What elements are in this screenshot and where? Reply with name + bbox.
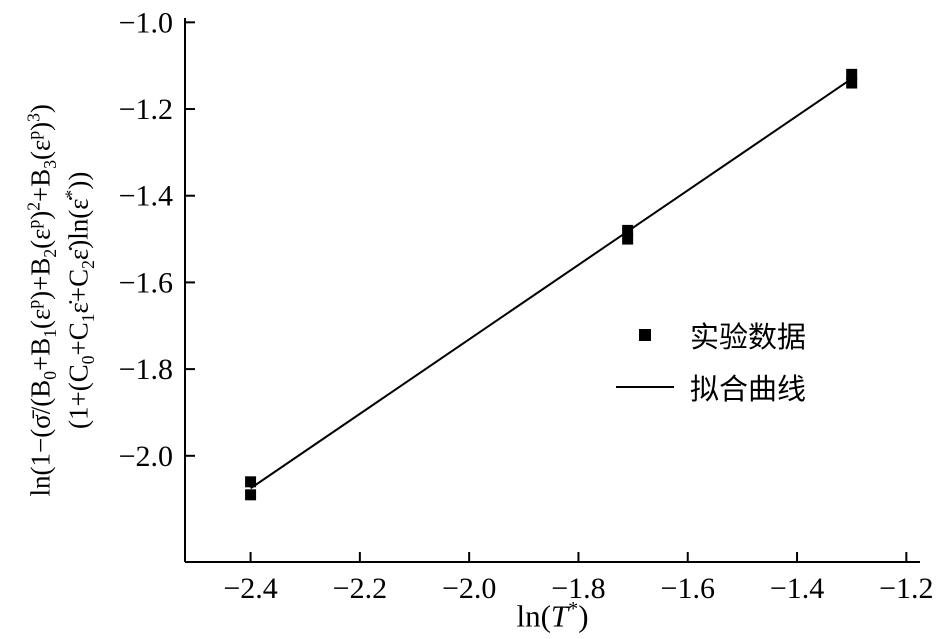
x-axis-label: ln(T*) xyxy=(185,598,920,634)
data-point-marker xyxy=(622,224,634,236)
legend-symbol-marker xyxy=(612,329,678,341)
legend-item-experimental-data: 实验数据 xyxy=(612,316,806,354)
x-tick-label: −2.2 xyxy=(333,572,387,605)
x-tick-label: −2.4 xyxy=(223,572,277,605)
legend-symbol-line xyxy=(612,386,678,388)
x-tick-label: −1.8 xyxy=(551,572,605,605)
x-tick-label: −2.0 xyxy=(442,572,496,605)
y-axis-label: ln(1−(σ̄/(B0+B1(εp)+B2(εp)2+B3(εp)3) (1+… xyxy=(24,0,101,610)
y-axis-label-line1: ln(1−(σ̄/(B0+B1(εp)+B2(εp)2+B3(εp)3) xyxy=(23,104,61,497)
fit-line xyxy=(250,77,853,490)
data-point-marker xyxy=(622,233,634,245)
legend-item-fit-curve: 拟合曲线 xyxy=(612,368,806,406)
x-tick-label: −1.4 xyxy=(770,572,824,605)
x-tick-label: −1.6 xyxy=(661,572,715,605)
data-point-marker xyxy=(245,489,257,501)
x-axis-label-var: T xyxy=(550,598,569,634)
x-axis-label-sup: * xyxy=(568,598,579,620)
data-point-marker xyxy=(846,77,858,89)
y-tick-label: −1.4 xyxy=(119,180,173,213)
y-axis-label-line2: (1+(C0+C1ε̇+C2ε̇)ln(ε̇*)) xyxy=(62,171,99,429)
y-tick-label: −2.0 xyxy=(119,440,173,473)
y-tick-label: −1.6 xyxy=(119,266,173,299)
data-point-marker xyxy=(245,476,257,488)
y-tick-label: −1.8 xyxy=(119,353,173,386)
y-tick-label: −1.0 xyxy=(119,6,173,39)
x-axis-label-post: ) xyxy=(578,598,589,634)
square-marker-icon xyxy=(639,329,651,341)
legend-label-fit-curve: 拟合曲线 xyxy=(690,372,807,406)
line-icon xyxy=(616,386,674,388)
y-tick-label: −1.2 xyxy=(119,93,173,126)
legend: 实验数据 拟合曲线 xyxy=(612,316,806,406)
legend-label-experimental-data: 实验数据 xyxy=(690,320,807,354)
x-axis-label-pre: ln( xyxy=(516,598,551,634)
x-tick-label: −1.2 xyxy=(879,572,933,605)
data-point-marker xyxy=(846,68,858,80)
